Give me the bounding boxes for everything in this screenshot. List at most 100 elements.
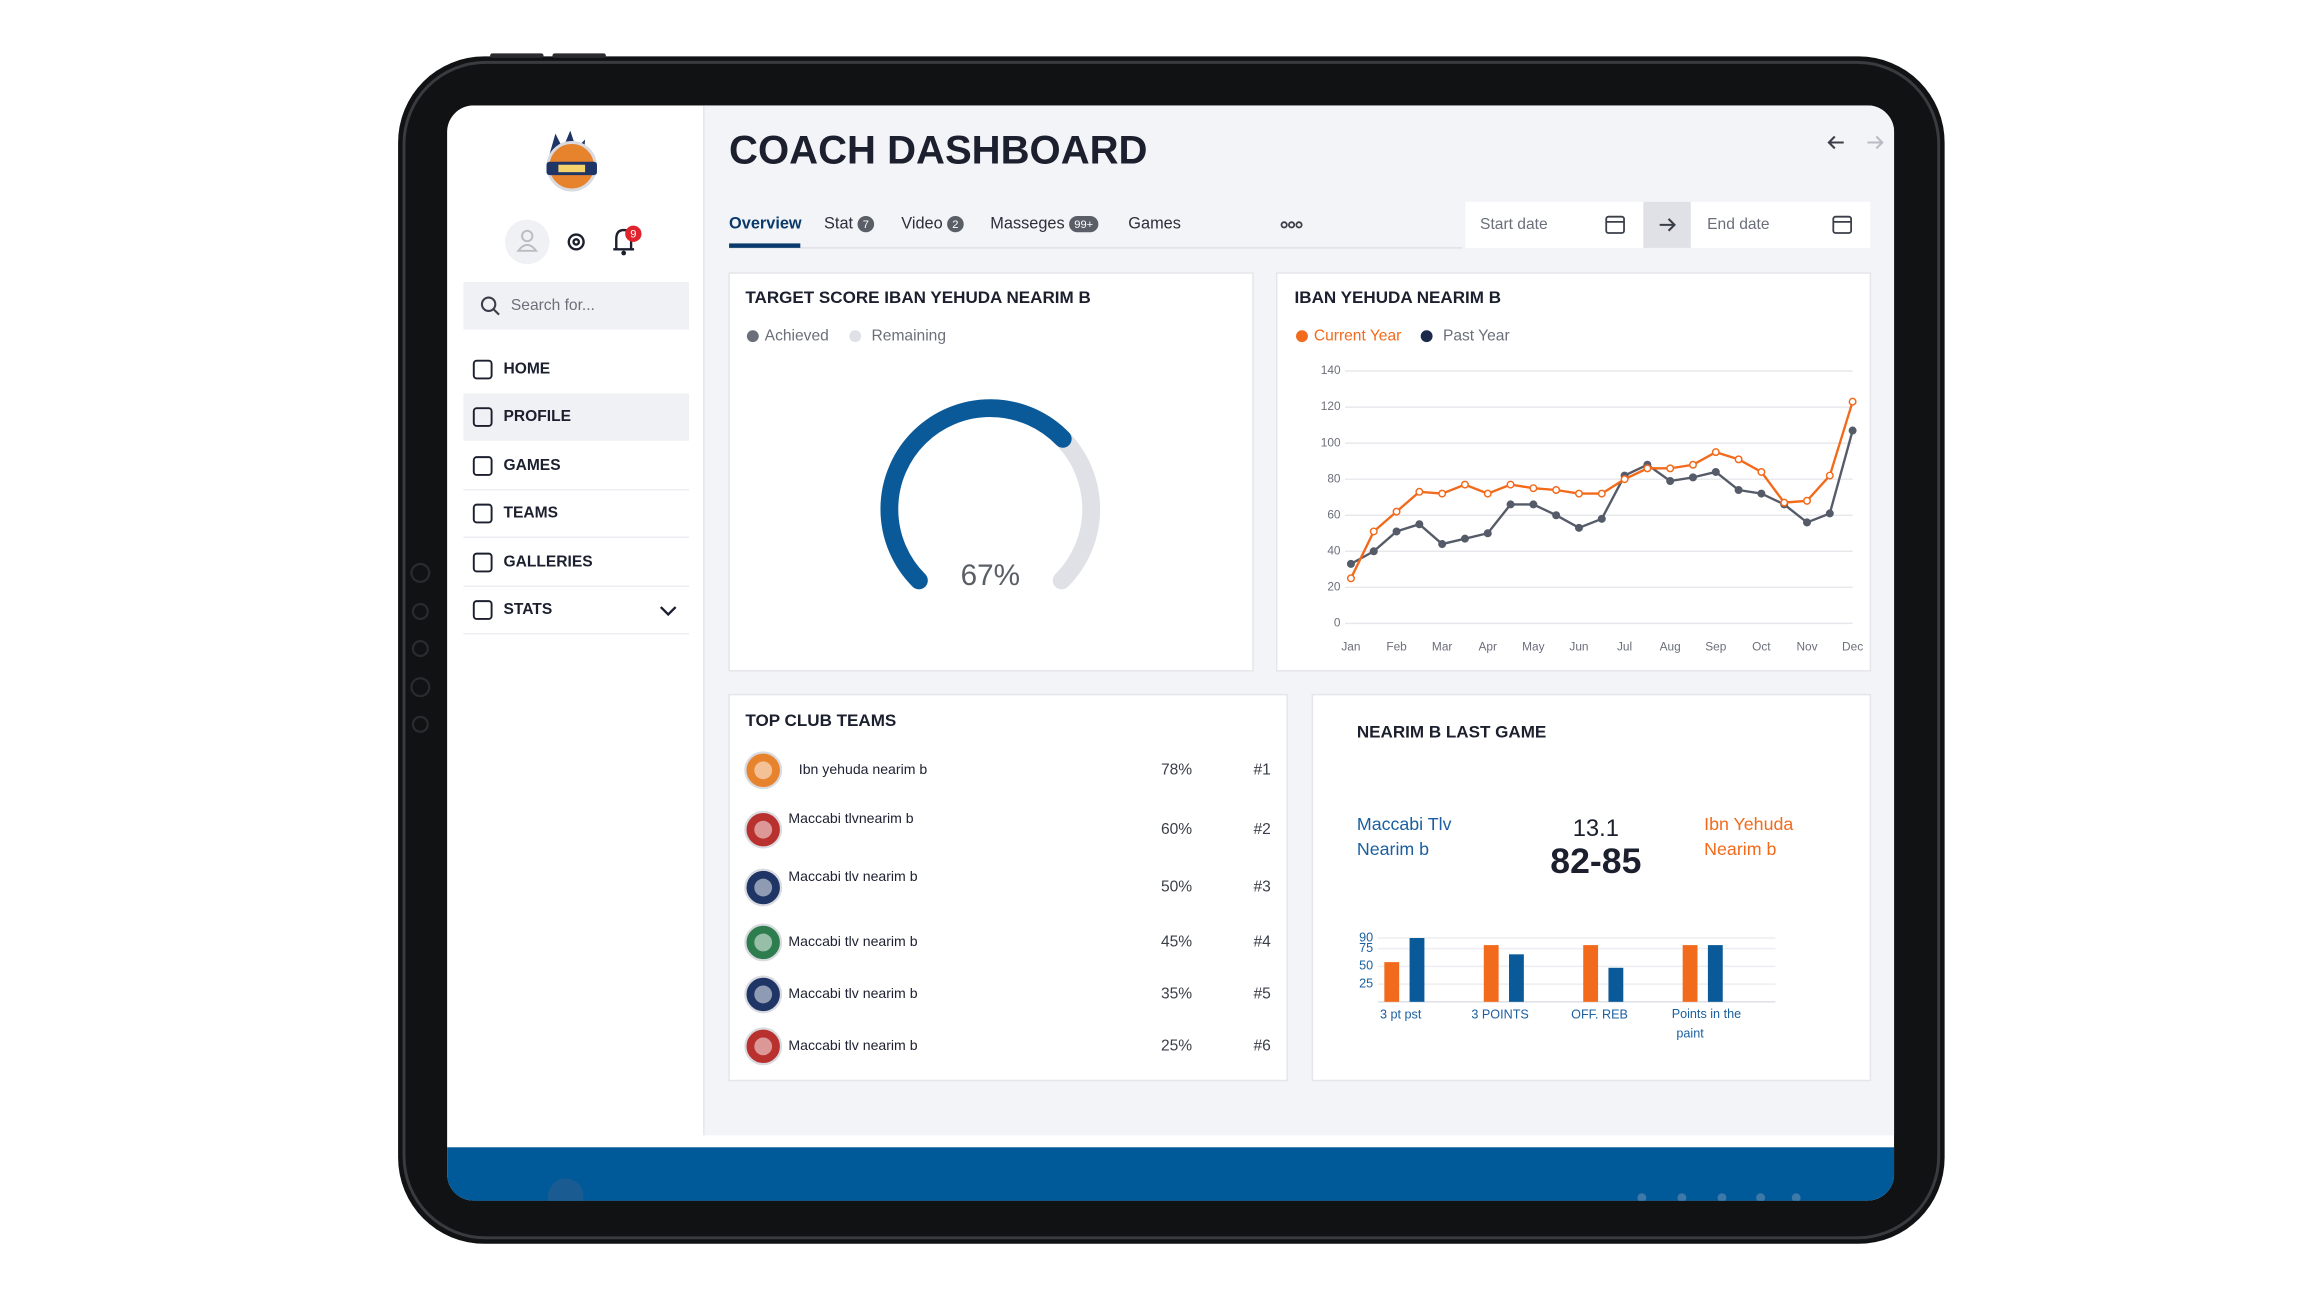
search-box[interactable] bbox=[463, 281, 689, 330]
legend-label: Current Year bbox=[1314, 327, 1401, 344]
tab[interactable]: Overview bbox=[729, 214, 802, 232]
team-share: 35% bbox=[1161, 986, 1192, 1003]
nav-item[interactable]: GALLERIES bbox=[503, 554, 592, 571]
data-point bbox=[1369, 527, 1378, 536]
nav-item[interactable]: GAMES bbox=[503, 457, 560, 474]
y-tick-label: 0 bbox=[1334, 616, 1341, 630]
data-point bbox=[1666, 476, 1675, 485]
gauge-track bbox=[1052, 429, 1101, 590]
tab-badge-bg bbox=[1069, 215, 1099, 233]
device-button bbox=[552, 53, 606, 58]
legend-dot bbox=[1420, 330, 1433, 343]
data-point bbox=[1346, 574, 1355, 583]
legend-dot bbox=[849, 330, 862, 343]
data-point bbox=[1711, 467, 1720, 476]
x-tick-label: Jan bbox=[1341, 639, 1360, 653]
legend-label: Achieved bbox=[765, 327, 829, 344]
team-logo-inner bbox=[754, 933, 773, 952]
y-tick-label: 40 bbox=[1327, 543, 1341, 557]
team-logo-inner bbox=[754, 985, 773, 1004]
bar bbox=[1682, 945, 1698, 1002]
y-tick-label: 80 bbox=[1327, 471, 1341, 485]
data-point bbox=[1780, 498, 1789, 507]
team-name[interactable]: Maccabi tlv nearim b bbox=[788, 933, 917, 949]
team-name[interactable]: Maccabi tlv nearim b bbox=[788, 868, 917, 884]
data-point bbox=[1438, 489, 1447, 498]
last-game-card bbox=[1311, 693, 1872, 1082]
y-tick-label: 140 bbox=[1321, 363, 1341, 377]
more-tabs-icon[interactable] bbox=[1280, 221, 1303, 229]
x-tick-label: Feb bbox=[1386, 639, 1407, 653]
date-arrow bbox=[1659, 218, 1676, 232]
data-point bbox=[1711, 448, 1720, 457]
nav-icon bbox=[472, 407, 493, 427]
data-point bbox=[1574, 489, 1583, 498]
legend-dot bbox=[746, 330, 759, 343]
calendar-icons[interactable] bbox=[1605, 215, 1853, 234]
end-date-placeholder: End date bbox=[1707, 216, 1769, 233]
nav-item[interactable]: HOME bbox=[503, 361, 550, 378]
notifications-icon[interactable] bbox=[613, 225, 642, 256]
bar bbox=[1384, 962, 1400, 1002]
back-arrow[interactable] bbox=[1827, 135, 1844, 150]
start-date-input[interactable] bbox=[1465, 201, 1644, 248]
data-point bbox=[1620, 475, 1629, 484]
away-team: Ibn Yehuda bbox=[1704, 814, 1793, 834]
gauge-value-arc bbox=[880, 399, 1072, 590]
tab-badge-bg bbox=[947, 215, 964, 233]
data-point bbox=[1529, 500, 1538, 509]
data-point bbox=[1848, 397, 1857, 406]
team-share: 78% bbox=[1161, 761, 1192, 778]
x-tick-label: 3 pt pst bbox=[1380, 1008, 1422, 1022]
team-rank: #1 bbox=[1253, 761, 1270, 778]
settings-icon[interactable] bbox=[567, 233, 585, 251]
team-name[interactable]: Maccabi tlvnearim b bbox=[788, 810, 913, 826]
tab-underline bbox=[729, 243, 801, 248]
data-point bbox=[1574, 523, 1583, 532]
nav-item[interactable]: PROFILE bbox=[503, 408, 571, 425]
legend-label: Past Year bbox=[1443, 327, 1510, 344]
x-tick-label: Sep bbox=[1705, 639, 1727, 653]
tab[interactable]: Games bbox=[1128, 214, 1181, 232]
team-logo-inner bbox=[754, 878, 773, 897]
data-point bbox=[1415, 520, 1424, 529]
data-point bbox=[1825, 509, 1834, 518]
x-tick-label: Apr bbox=[1479, 639, 1498, 653]
team-rank: #2 bbox=[1253, 821, 1270, 838]
tab[interactable]: Masseges bbox=[990, 214, 1064, 232]
tab-badge: 2 bbox=[952, 219, 958, 231]
footer-social-icons bbox=[1637, 1193, 1801, 1201]
x-tick-label: Points in the paint bbox=[1672, 1008, 1741, 1041]
tab-badge-bg bbox=[857, 215, 875, 233]
team-logo-inner bbox=[754, 820, 773, 839]
team-name[interactable]: Maccabi tlv nearim b bbox=[788, 985, 917, 1001]
tab[interactable]: Stat bbox=[824, 214, 853, 232]
x-tick-label: Dec bbox=[1842, 639, 1863, 653]
data-point bbox=[1802, 496, 1812, 505]
y-tick-label: 75 bbox=[1359, 941, 1373, 955]
y-tick-label: 60 bbox=[1327, 507, 1341, 521]
team-rank: #4 bbox=[1253, 934, 1271, 951]
team-share: 45% bbox=[1161, 934, 1192, 951]
nav-icon bbox=[472, 552, 493, 573]
team-name[interactable]: Maccabi tlv nearim b bbox=[788, 1037, 917, 1053]
bar bbox=[1509, 954, 1524, 1002]
end-date-input[interactable] bbox=[1690, 201, 1871, 248]
nav-item[interactable]: STATS bbox=[503, 601, 552, 618]
device-edge bbox=[402, 60, 1941, 1240]
tab[interactable]: Video bbox=[901, 214, 942, 232]
data-point bbox=[1483, 489, 1492, 498]
tab-badge: 7 bbox=[863, 219, 869, 231]
data-point bbox=[1460, 534, 1469, 543]
data-point bbox=[1529, 484, 1538, 493]
y-tick-label: 20 bbox=[1327, 579, 1341, 593]
team-name[interactable]: Ibn yehuda nearim b bbox=[799, 761, 928, 777]
x-tick-label: Oct bbox=[1752, 639, 1771, 653]
data-point bbox=[1757, 489, 1766, 498]
nav-item[interactable]: TEAMS bbox=[503, 505, 558, 522]
stats-chevron[interactable] bbox=[659, 606, 677, 617]
forward-arrow[interactable] bbox=[1867, 135, 1884, 150]
start-date-placeholder: Start date bbox=[1480, 216, 1548, 233]
data-point bbox=[1460, 480, 1469, 489]
